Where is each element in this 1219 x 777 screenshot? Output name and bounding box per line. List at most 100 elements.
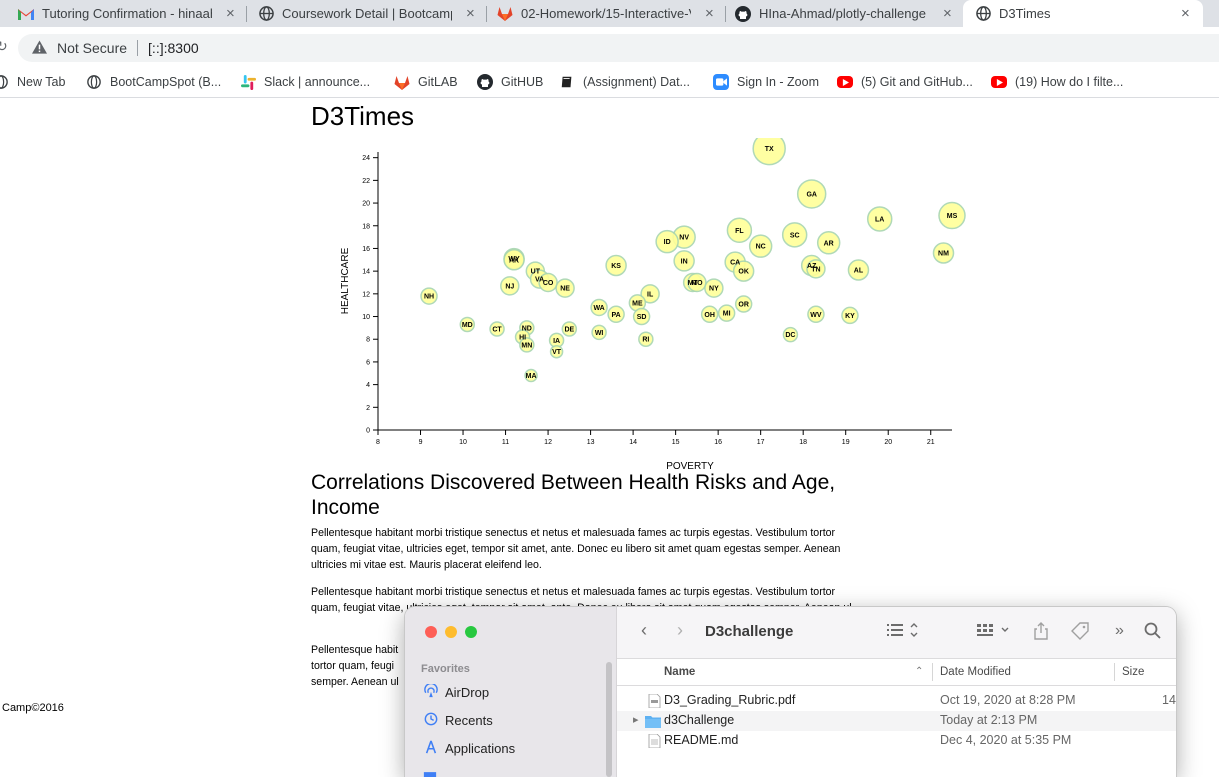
back-icon[interactable]: ‹	[641, 620, 647, 640]
point-label: WI	[595, 330, 604, 337]
close-icon[interactable]: ×	[943, 5, 952, 22]
data-point	[632, 307, 651, 326]
data-point	[655, 229, 679, 254]
point-label: DC	[785, 332, 795, 339]
security-label[interactable]: Not Secure	[57, 40, 128, 56]
point-label: RI	[642, 337, 649, 344]
chart-axes: 8 9 10 11 12 13 14 15 16 17 18 19 20 2102468101214161…	[362, 152, 952, 446]
data-point	[561, 321, 578, 337]
sort-up-icon[interactable]: ⌃	[915, 666, 924, 677]
group-icon[interactable]	[977, 622, 1013, 643]
file-name: d3Challenge	[664, 713, 735, 727]
close-icon[interactable]: ×	[705, 5, 714, 22]
tab-github-plotly[interactable]: HIna-Ahmad/plotly-challenge ×	[735, 0, 963, 27]
y-tick-label: 18	[362, 223, 370, 230]
data-point	[734, 295, 753, 313]
point-label: AR	[824, 240, 834, 247]
tab-title: Coursework Detail | Bootcamp Spot	[282, 6, 452, 21]
search-icon[interactable]	[1144, 622, 1161, 644]
tab-gmail[interactable]: Tutoring Confirmation - hinaahmad ×	[18, 0, 246, 27]
bookmark-gitlab[interactable]: GitLAB	[394, 72, 458, 92]
tab-coursework[interactable]: Coursework Detail | Bootcamp Spot ×	[258, 0, 486, 27]
bookmark-bootcampspot[interactable]: BootCampSpot (B...	[86, 72, 221, 92]
point-label: NH	[424, 294, 434, 301]
forward-icon[interactable]: ›	[677, 620, 683, 640]
column-date-modified[interactable]: Date Modified	[940, 666, 1011, 678]
list-view-icon[interactable]	[887, 622, 919, 643]
data-point	[752, 138, 786, 166]
sidebar-item-clipped[interactable]	[423, 765, 503, 777]
slack-icon	[240, 74, 256, 90]
y-tick-label: 20	[362, 201, 370, 208]
omnibox[interactable]: Not Secure [::]:8300	[18, 34, 1219, 62]
point-label: IA	[553, 338, 560, 345]
data-point	[489, 321, 505, 337]
point-label: LA	[875, 216, 884, 223]
more-icon[interactable]: »	[1115, 622, 1124, 639]
y-tick-label: 2	[366, 405, 370, 412]
share-icon[interactable]	[1033, 622, 1049, 645]
zoom-window-button[interactable]	[465, 626, 477, 638]
sidebar-item-applications[interactable]: Applications	[423, 738, 515, 758]
reload-icon[interactable]: ↻	[0, 38, 8, 54]
bookmark-youtube-filter[interactable]: (19) How do I filte...	[991, 72, 1123, 92]
point-label: NM	[938, 250, 949, 257]
data-point	[781, 222, 808, 248]
data-point	[459, 316, 476, 333]
close-icon[interactable]: ×	[1181, 5, 1190, 22]
point-label: PA	[611, 312, 620, 319]
minimize-window-button[interactable]	[445, 626, 457, 638]
x-tick-label: 17	[757, 439, 765, 446]
data-point	[700, 305, 719, 324]
bookmark-slack[interactable]: Slack | announce...	[240, 72, 370, 92]
point-label: SD	[637, 314, 647, 321]
url-text[interactable]: [::]:8300	[148, 40, 199, 56]
bookmark-zoom[interactable]: Sign In - Zoom	[713, 72, 819, 92]
data-point	[938, 201, 966, 230]
bookmark-github[interactable]: GitHUB	[477, 72, 543, 92]
point-label: MI	[723, 311, 731, 318]
file-row[interactable]: D3_Grading_Rubric.pdf Oct 19, 2020 at 8:…	[617, 691, 1176, 711]
tab-gitlab-homework[interactable]: 02-Homework/15-Interactive-Visualization…	[497, 0, 725, 27]
column-size[interactable]: Size	[1122, 666, 1145, 678]
point-label: CT	[492, 327, 502, 334]
sidebar-item-airdrop[interactable]: AirDrop	[423, 682, 489, 702]
airdrop-icon	[423, 682, 439, 701]
point-label: ND	[522, 325, 532, 332]
warning-icon	[32, 39, 48, 57]
close-icon[interactable]: ×	[226, 5, 235, 22]
tab-d3times[interactable]: D3Times ×	[963, 0, 1203, 27]
disclosure-arrow-icon[interactable]: ▸	[633, 714, 639, 726]
y-tick-label: 10	[362, 314, 370, 321]
x-tick-label: 16	[714, 439, 722, 446]
sidebar-scrollbar[interactable]	[606, 662, 612, 777]
bookmark-label: (19) How do I filte...	[1015, 75, 1124, 89]
tab-divider	[486, 6, 487, 22]
bookmark-label: BootCampSpot (B...	[110, 75, 222, 89]
x-tick-label: 13	[587, 439, 595, 446]
paragraph-3-line-2: tortor quam, feugi	[311, 660, 395, 672]
file-row[interactable]: README.md Dec 4, 2020 at 5:35 PM	[617, 731, 1176, 751]
point-label: KY	[845, 313, 855, 320]
page-title: D3Times	[311, 101, 415, 131]
x-tick-label: 20	[884, 439, 892, 446]
close-window-button[interactable]	[425, 626, 437, 638]
column-name[interactable]: Name	[664, 666, 696, 678]
file-row[interactable]: ▸ d3Challenge Today at 2:13 PM	[617, 711, 1176, 731]
data-point	[538, 272, 558, 293]
y-tick-label: 4	[366, 382, 370, 389]
bookmark-new-tab[interactable]: New Tab	[0, 72, 65, 92]
close-icon[interactable]: ×	[466, 5, 475, 22]
favorites-heading: Favorites	[421, 663, 470, 675]
sidebar-item-recents[interactable]: Recents	[423, 710, 493, 730]
tab-divider	[725, 6, 726, 22]
point-label: VA	[535, 277, 544, 284]
bookmark-youtube-git[interactable]: (5) Git and GitHub...	[837, 72, 973, 92]
data-point	[420, 287, 438, 305]
bookmark-assignment[interactable]: (Assignment) Dat...	[559, 72, 690, 92]
tag-icon[interactable]	[1071, 622, 1089, 645]
point-label: MO	[691, 280, 703, 287]
clock-icon	[423, 712, 439, 729]
footer-text: Camp©2016	[2, 702, 64, 714]
